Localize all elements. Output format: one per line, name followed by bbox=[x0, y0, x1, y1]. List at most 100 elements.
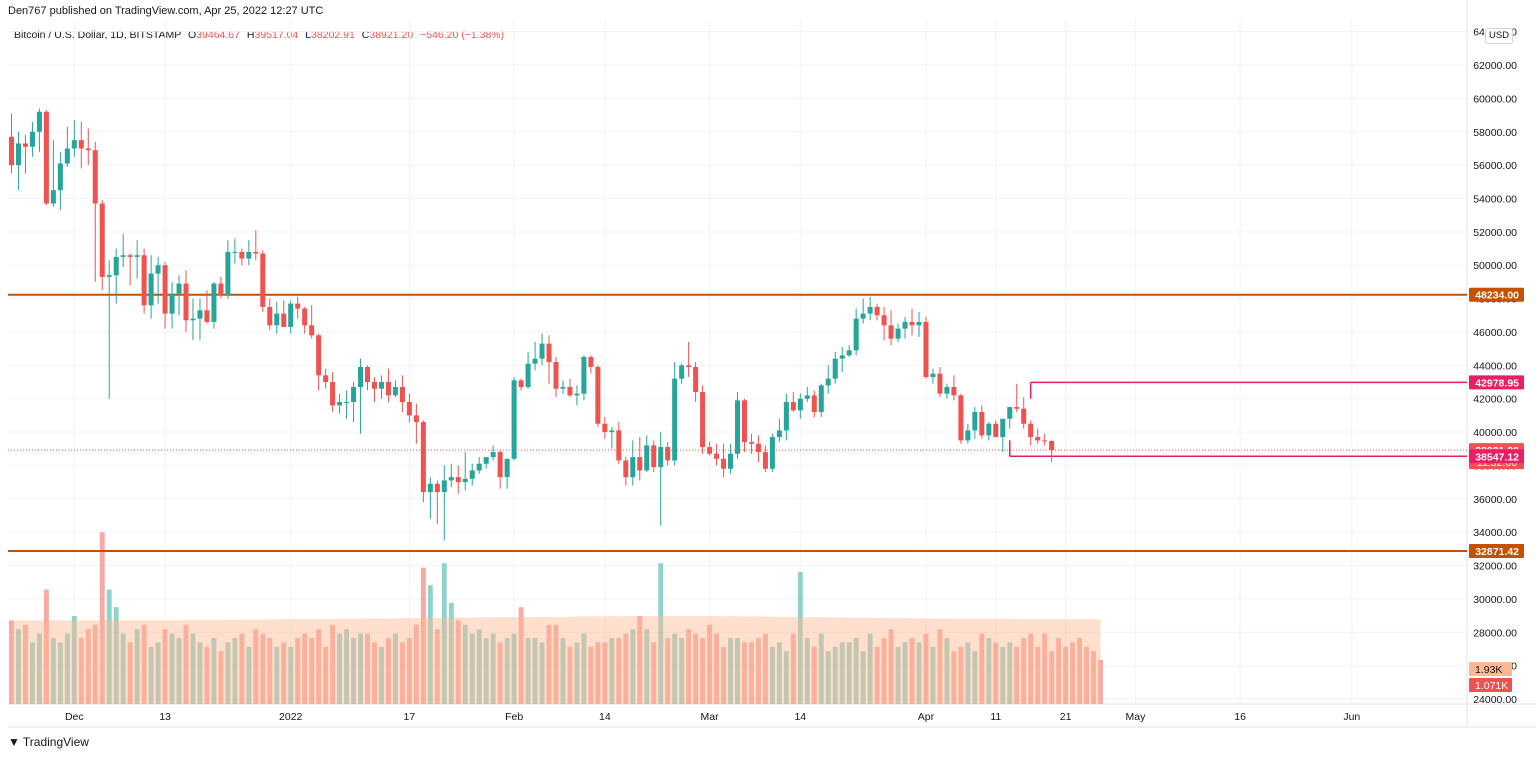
volume-bar bbox=[176, 638, 182, 704]
volume-bar bbox=[78, 638, 84, 704]
candle-body bbox=[588, 356, 594, 368]
volume-bar bbox=[686, 629, 692, 704]
volume-bar bbox=[700, 638, 706, 704]
volume-bar bbox=[546, 624, 552, 704]
candle-body bbox=[686, 365, 692, 368]
y-tick-label: 58000.00 bbox=[1473, 127, 1517, 139]
volume-bar bbox=[504, 638, 510, 704]
candle-body bbox=[197, 310, 203, 319]
candle-body bbox=[504, 458, 510, 478]
candle-body bbox=[944, 387, 950, 394]
candle-body bbox=[406, 402, 412, 416]
x-tick-label: 11 bbox=[990, 711, 1001, 723]
volume-bar bbox=[260, 633, 266, 704]
candle-body bbox=[413, 415, 419, 423]
x-tick-label: 13 bbox=[159, 711, 171, 723]
volume-bar bbox=[386, 638, 391, 704]
candle-body bbox=[895, 328, 901, 339]
volume-bar bbox=[993, 642, 999, 704]
volume-bar bbox=[295, 638, 301, 704]
candle-body bbox=[85, 148, 91, 151]
candle-body bbox=[797, 398, 803, 411]
candle-body bbox=[441, 480, 447, 493]
candle-body bbox=[965, 430, 971, 441]
candle-body bbox=[232, 251, 238, 253]
candle-body bbox=[113, 256, 119, 276]
candle-body bbox=[462, 478, 468, 483]
volume-bar bbox=[714, 633, 720, 704]
candle-body bbox=[783, 402, 789, 431]
volume-bar bbox=[455, 620, 461, 704]
tradingview-logo-icon: ▼ bbox=[8, 735, 20, 749]
range-top-price-tag: 42978.95 bbox=[1475, 377, 1519, 389]
y-tick-label: 46000.00 bbox=[1473, 327, 1517, 339]
volume-bar bbox=[839, 642, 845, 704]
volume-bar bbox=[281, 642, 287, 704]
volume-bar bbox=[427, 585, 433, 704]
candle-body bbox=[958, 395, 964, 441]
tradingview-brand: TradingView bbox=[22, 735, 89, 749]
y-tick-label: 42000.00 bbox=[1473, 394, 1517, 406]
currency-button[interactable]: USD bbox=[1485, 28, 1513, 44]
volume-bar bbox=[204, 646, 210, 704]
candle-body bbox=[511, 380, 517, 459]
y-tick-label: 50000.00 bbox=[1473, 260, 1517, 272]
candle-body bbox=[490, 452, 496, 458]
candle-body bbox=[1035, 437, 1041, 441]
candle-body bbox=[71, 140, 77, 149]
range-top-price-tag-bg bbox=[1469, 375, 1524, 390]
volume-ma-tag: 1.93K bbox=[1475, 664, 1502, 676]
open-label: O bbox=[188, 29, 197, 41]
candle-body bbox=[134, 255, 140, 257]
volume-bar bbox=[1021, 638, 1027, 704]
candle-body bbox=[616, 430, 622, 461]
candle-body bbox=[846, 350, 852, 356]
y-tick-label: 52000.00 bbox=[1473, 227, 1517, 239]
candle-body bbox=[274, 313, 280, 326]
candle-body bbox=[700, 392, 706, 448]
x-tick-label: Jun bbox=[1343, 711, 1360, 723]
candle-body bbox=[295, 303, 301, 309]
volume-bar bbox=[749, 642, 754, 704]
volume-bar bbox=[441, 563, 447, 704]
volume-bar bbox=[490, 633, 496, 704]
volume-bar bbox=[811, 646, 817, 704]
x-tick-label: 17 bbox=[404, 711, 416, 723]
candle-body bbox=[162, 265, 168, 314]
volume-bar bbox=[218, 651, 224, 704]
y-tick-label: 40000.00 bbox=[1473, 427, 1517, 439]
volume-bar bbox=[755, 638, 761, 704]
volume-bar bbox=[23, 624, 28, 704]
volume-bar bbox=[141, 624, 147, 704]
support-price-tag-bg bbox=[1469, 287, 1524, 302]
volume-bar bbox=[658, 563, 664, 704]
candle-body bbox=[525, 363, 531, 388]
volume-bar bbox=[1091, 651, 1096, 704]
volume-bar bbox=[420, 567, 426, 704]
volume-bar bbox=[588, 646, 594, 704]
volume-bar bbox=[909, 638, 915, 704]
candle-body bbox=[183, 283, 189, 321]
candle-body bbox=[916, 321, 922, 326]
candle-body bbox=[769, 437, 775, 469]
volume-bar bbox=[1070, 642, 1076, 704]
tradingview-footer[interactable]: ▼ TradingView bbox=[8, 735, 89, 749]
x-tick-label: Mar bbox=[701, 711, 720, 723]
volume-bar bbox=[860, 651, 866, 704]
volume-bar bbox=[309, 638, 315, 704]
candle-body bbox=[29, 131, 35, 147]
candle-body bbox=[92, 150, 98, 204]
candle-body bbox=[351, 387, 357, 403]
candle-body bbox=[581, 356, 587, 394]
candle-body bbox=[190, 318, 196, 321]
y-tick-label: 36000.00 bbox=[1473, 494, 1517, 506]
candle-body bbox=[853, 318, 859, 351]
volume-bar bbox=[29, 642, 35, 704]
candle-body bbox=[385, 382, 391, 396]
volume-bar bbox=[916, 642, 922, 704]
candle-body bbox=[420, 422, 426, 493]
candle-body bbox=[804, 395, 810, 399]
volume-bar bbox=[1098, 660, 1103, 704]
candle-body bbox=[672, 378, 678, 461]
